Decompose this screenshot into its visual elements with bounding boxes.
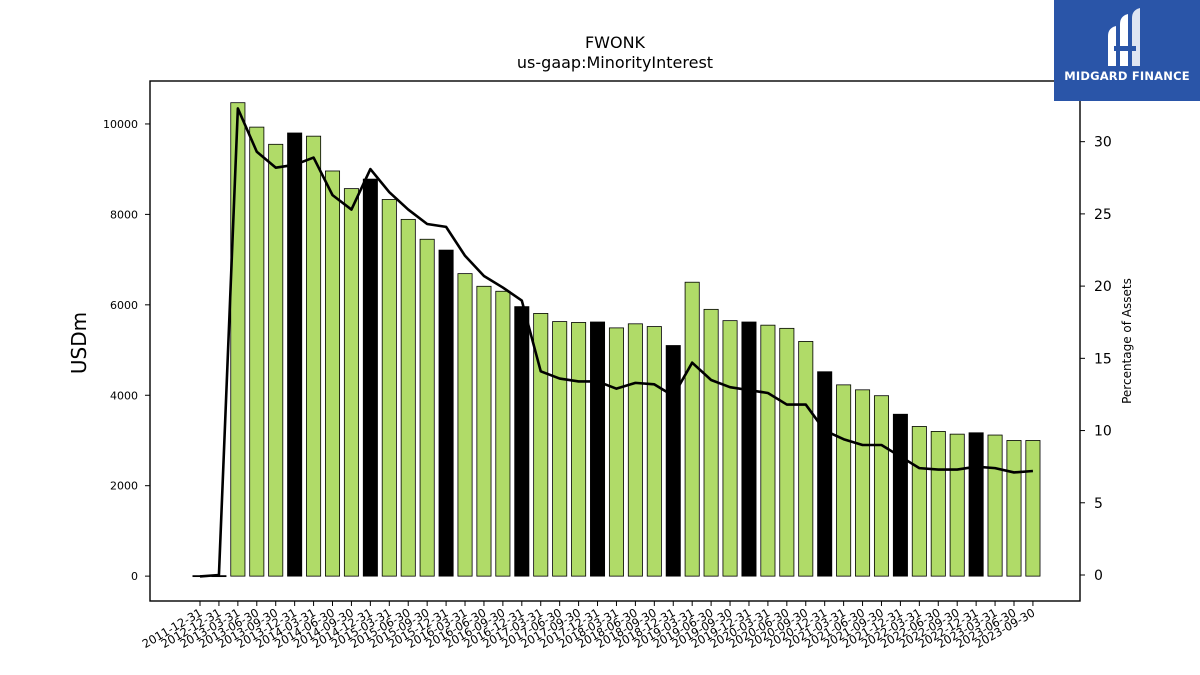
bar [760, 324, 776, 577]
bar [817, 371, 833, 577]
bar [249, 126, 265, 577]
y-axis-label: USDm [67, 312, 91, 374]
bar [552, 321, 568, 577]
bar [268, 143, 284, 577]
bar [892, 413, 908, 577]
bar [230, 102, 246, 577]
bar [930, 431, 946, 577]
bar [514, 306, 530, 577]
y-tick-label: 0 [131, 570, 138, 583]
bar [873, 395, 889, 577]
bar [1006, 440, 1022, 577]
y2-tick-label: 25 [1094, 207, 1112, 223]
bar [703, 308, 719, 577]
bar [306, 135, 322, 577]
percentage-line [199, 107, 1034, 578]
y2-tick-label: 20 [1094, 279, 1112, 295]
bar [741, 321, 757, 577]
bar [665, 345, 681, 577]
y-tick-label: 8000 [110, 208, 138, 221]
logo-mark-icon [1108, 8, 1140, 66]
bar [362, 178, 378, 577]
bar [495, 290, 511, 577]
y2-axis-label: Percentage of Assets [1120, 278, 1134, 404]
bar [571, 322, 587, 577]
y-tick-label: 4000 [110, 389, 138, 402]
bar [836, 384, 852, 577]
bar [325, 170, 341, 577]
bar [438, 249, 454, 577]
bar [949, 433, 965, 577]
y-tick-label: 10000 [103, 118, 138, 131]
bar [419, 238, 435, 577]
bar [911, 426, 927, 577]
y-tick-label: 2000 [110, 480, 138, 493]
bar [457, 273, 473, 577]
bar [968, 432, 984, 577]
y2-tick-label: 5 [1094, 496, 1103, 512]
bar [608, 327, 624, 577]
bar [400, 218, 416, 577]
bar [476, 285, 492, 577]
bar [1025, 440, 1041, 577]
y-tick-label: 6000 [110, 299, 138, 312]
bar [855, 389, 871, 577]
y2-tick-label: 0 [1094, 568, 1103, 584]
bar [627, 323, 643, 577]
logo-text: MIDGARD FINANCE [1064, 69, 1190, 83]
bar [533, 313, 549, 577]
y2-tick-label: 30 [1094, 135, 1112, 151]
bar [343, 188, 359, 577]
bar [646, 326, 662, 577]
bar [987, 434, 1003, 577]
bar [381, 199, 397, 577]
bar [722, 320, 738, 577]
y2-tick-label: 10 [1094, 424, 1112, 440]
bar [684, 281, 700, 577]
brand-logo: MIDGARD FINANCE [1054, 0, 1200, 101]
bar [798, 341, 814, 577]
chart-subtitle: us-gaap:MinorityInterest [516, 53, 714, 72]
plot-frame [149, 80, 1081, 602]
chart-title: FWONK [584, 33, 646, 52]
bar [590, 321, 606, 577]
bar [779, 327, 795, 577]
y2-tick-label: 15 [1094, 351, 1112, 367]
bar [287, 132, 303, 577]
